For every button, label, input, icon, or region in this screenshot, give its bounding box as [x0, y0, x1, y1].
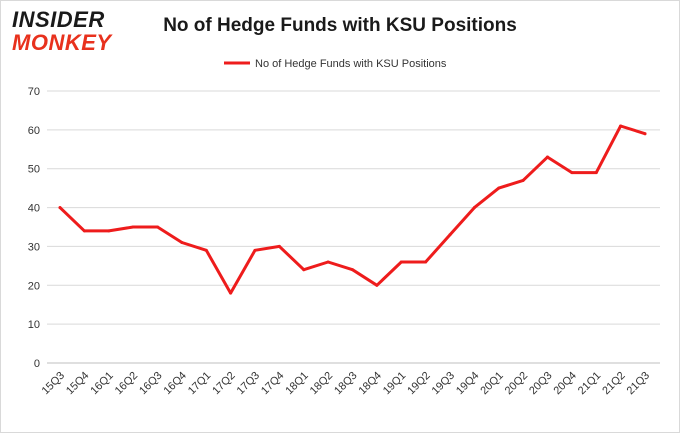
x-tick-label: 15Q4: [64, 370, 92, 398]
x-tick-label: 21Q2: [600, 370, 628, 398]
x-tick-label: 18Q3: [332, 370, 360, 398]
gridlines: [47, 90, 660, 364]
x-tick-label: 21Q3: [625, 370, 653, 398]
x-tick-label: 20Q4: [551, 370, 579, 398]
data-point: [497, 186, 501, 190]
x-tick-label: 21Q1: [576, 370, 604, 398]
data-point: [643, 132, 647, 136]
x-tick-label: 17Q1: [186, 370, 214, 398]
x-tick-label: 16Q2: [113, 370, 141, 398]
x-tick-label: 18Q4: [356, 370, 384, 398]
y-tick-label: 50: [28, 164, 40, 176]
x-tick-label: 19Q2: [405, 370, 433, 398]
y-tick-label: 70: [28, 86, 40, 98]
legend-label: No of Hedge Funds with KSU Positions: [255, 58, 447, 70]
data-point: [472, 206, 476, 210]
insider-monkey-logo: INSIDER MONKEY: [8, 6, 132, 58]
y-axis-ticks: 0 10 20 30 40 50 60 70: [28, 86, 40, 370]
data-point: [302, 268, 306, 272]
data-point: [204, 248, 208, 252]
x-tick-label: 20Q1: [478, 370, 506, 398]
data-point: [570, 171, 574, 175]
y-tick-label: 20: [28, 280, 40, 292]
x-tick-label: 16Q4: [161, 370, 189, 398]
y-tick-label: 10: [28, 319, 40, 331]
data-point: [546, 155, 549, 159]
x-tick-label: 17Q4: [259, 370, 287, 398]
data-point: [424, 260, 428, 264]
y-tick-label: 40: [28, 203, 40, 215]
chart-title: No of Hedge Funds with KSU Positions: [163, 15, 517, 36]
data-point: [107, 229, 111, 233]
x-axis-ticks: 15Q315Q416Q116Q216Q316Q417Q117Q217Q317Q4…: [40, 370, 653, 398]
x-tick-label: 19Q3: [430, 370, 458, 398]
x-tick-label: 18Q2: [308, 370, 336, 398]
logo-line-1: INSIDER: [12, 7, 105, 32]
x-tick-label: 20Q3: [527, 370, 555, 398]
legend: No of Hedge Funds with KSU Positions: [224, 58, 447, 70]
y-tick-label: 0: [34, 358, 40, 370]
x-tick-label: 19Q4: [454, 370, 482, 398]
data-point: [326, 260, 330, 264]
x-tick-label: 17Q2: [210, 370, 238, 398]
data-point: [594, 171, 598, 175]
data-point: [399, 260, 403, 264]
data-point: [619, 124, 623, 128]
series-layer: [58, 124, 647, 295]
x-tick-label: 17Q3: [235, 370, 263, 398]
data-point: [253, 248, 257, 252]
series-line: [58, 124, 647, 295]
x-tick-label: 16Q3: [137, 370, 165, 398]
data-point: [521, 178, 525, 182]
x-tick-label: 16Q1: [88, 370, 116, 398]
data-point: [351, 268, 354, 272]
y-tick-label: 30: [28, 241, 40, 253]
data-point: [156, 225, 159, 229]
data-point: [82, 229, 86, 233]
data-point: [375, 283, 379, 287]
y-tick-label: 60: [28, 125, 40, 137]
data-point: [448, 233, 452, 237]
data-point: [229, 291, 233, 295]
data-point: [131, 225, 135, 229]
x-tick-label: 20Q2: [503, 370, 531, 398]
data-point: [277, 244, 281, 248]
x-tick-label: 19Q1: [381, 370, 409, 398]
data-point: [180, 241, 184, 245]
logo-line-2: MONKEY: [12, 30, 112, 55]
x-tick-label: 18Q1: [283, 370, 311, 398]
data-point: [58, 206, 62, 210]
x-tick-label: 15Q3: [40, 370, 68, 398]
